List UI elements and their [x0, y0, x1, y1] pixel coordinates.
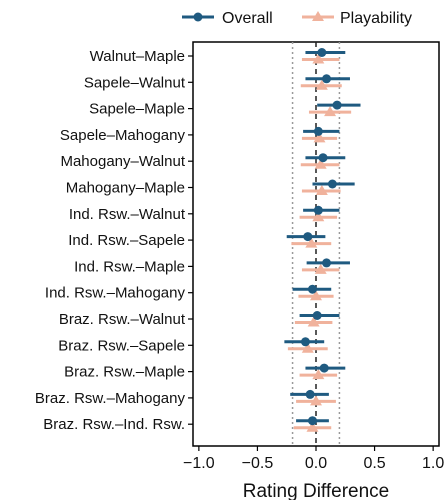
series-playability: [287, 53, 352, 432]
point-playability: [324, 106, 337, 117]
series-overall: [284, 48, 361, 426]
point-overall: [313, 126, 323, 136]
point-overall: [303, 232, 313, 242]
point-playability: [314, 158, 327, 169]
point-playability: [310, 395, 322, 406]
point-overall: [318, 153, 328, 163]
x-tick-label: 0.5: [363, 455, 385, 472]
legend-overall-label: Overall: [222, 10, 273, 27]
point-playability: [307, 316, 320, 327]
x-axis-title: Rating Difference: [243, 481, 389, 500]
category-label: Braz. Rsw.–Walnut: [59, 311, 186, 328]
point-overall: [322, 74, 332, 84]
point-overall: [322, 258, 332, 268]
point-overall: [312, 311, 322, 320]
point-playability: [312, 53, 325, 64]
category-label: Ind. Rsw.–Maple: [74, 258, 185, 275]
x-axis: −1.0 −0.5 0.0 0.5 1.0: [183, 446, 444, 472]
legend-overall-marker: [193, 12, 203, 22]
point-overall: [305, 389, 315, 399]
category-labels: Walnut–Maple Sapele–Walnut Sapele–Maple Sap…: [35, 48, 193, 433]
point-playability: [305, 237, 318, 248]
point-overall: [327, 179, 337, 189]
series-layer: [284, 48, 361, 432]
category-label: Ind. Rsw.–Sapele: [68, 232, 185, 249]
category-label: Sapele–Mahogany: [60, 127, 186, 144]
point-playability: [314, 263, 327, 274]
category-label: Braz. Rsw.–Mahogany: [35, 390, 186, 407]
point-playability: [312, 211, 325, 222]
x-tick-label: 0.0: [305, 455, 327, 472]
point-playability: [313, 132, 326, 143]
category-label: Walnut–Maple: [90, 48, 185, 65]
plot-area: [192, 41, 440, 447]
category-label: Braz. Rsw.–Sapele: [58, 337, 185, 354]
point-overall: [307, 284, 317, 294]
point-overall: [317, 48, 327, 57]
point-overall: [307, 416, 317, 426]
point-overall: [332, 100, 342, 110]
point-overall: [300, 337, 310, 347]
point-overall: [313, 205, 323, 215]
category-label: Sapele–Walnut: [84, 74, 186, 91]
x-tick-label: 1.0: [422, 455, 444, 472]
category-label: Mahogany–Walnut: [60, 153, 185, 170]
point-playability: [310, 290, 322, 301]
category-label: Sapele–Maple: [89, 101, 185, 118]
legend-playability-marker: [312, 11, 324, 21]
point-playability: [315, 79, 328, 90]
x-tick-label: −0.5: [242, 455, 274, 472]
category-label: Braz. Rsw.–Maple: [64, 364, 185, 381]
category-label: Braz. Rsw.–Ind. Rsw.: [43, 416, 185, 433]
category-label: Ind. Rsw.–Mahogany: [45, 285, 186, 302]
point-playability: [301, 342, 314, 353]
x-tick-label: −1.0: [183, 455, 215, 472]
point-playability: [315, 185, 328, 195]
legend: Overall Playability: [182, 10, 412, 27]
category-label: Ind. Rsw.–Walnut: [69, 206, 186, 223]
point-playability: [306, 421, 319, 432]
category-label: Mahogany–Maple: [66, 180, 185, 197]
point-playability: [312, 369, 325, 380]
point-overall: [319, 363, 329, 373]
legend-playability-label: Playability: [340, 10, 412, 27]
